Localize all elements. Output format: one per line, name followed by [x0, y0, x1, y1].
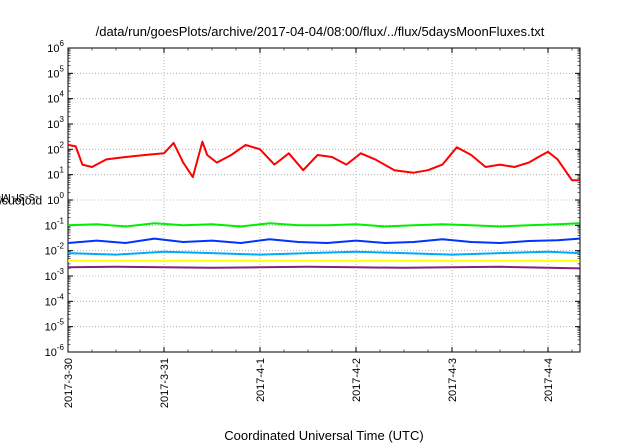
x-tick-label: 2017-4-3	[447, 358, 459, 402]
y-tick-label: 102	[47, 140, 64, 156]
x-tick-label: 2017-4-1	[255, 358, 267, 402]
x-axis-label: Coordinated Universal Time (UTC)	[224, 428, 424, 443]
y-tick-label: 10-1	[45, 216, 65, 232]
y-tick-label: 10-4	[45, 292, 65, 308]
x-tick-label: 2017-3-30	[63, 358, 75, 408]
chart-title: /data/run/goesPlots/archive/2017-04-04/0…	[95, 24, 545, 39]
x-tick-label: 2017-3-31	[159, 358, 171, 408]
series-line-1	[67, 222, 580, 228]
y-tick-label: 101	[47, 166, 64, 182]
series-line-0	[67, 140, 580, 182]
series-line-3	[67, 250, 580, 256]
y-tick-label: 104	[47, 90, 64, 106]
x-tick-label: 2017-4-4	[543, 358, 555, 402]
y-tick-label: 103	[47, 115, 64, 131]
y-tick-label: 10-6	[45, 343, 65, 359]
x-tick-label: 2017-4-2	[351, 358, 363, 402]
y-tick-label: 10-5	[45, 318, 65, 334]
series-line-2	[67, 237, 580, 244]
series-line-5	[67, 265, 580, 270]
y-tick-label: 105	[47, 64, 64, 80]
y-tick-label: 10-3	[45, 267, 65, 283]
y-tick-label: 106	[47, 39, 64, 55]
y-tick-label: 100	[47, 191, 64, 207]
y-tick-label: 10-2	[45, 242, 65, 258]
